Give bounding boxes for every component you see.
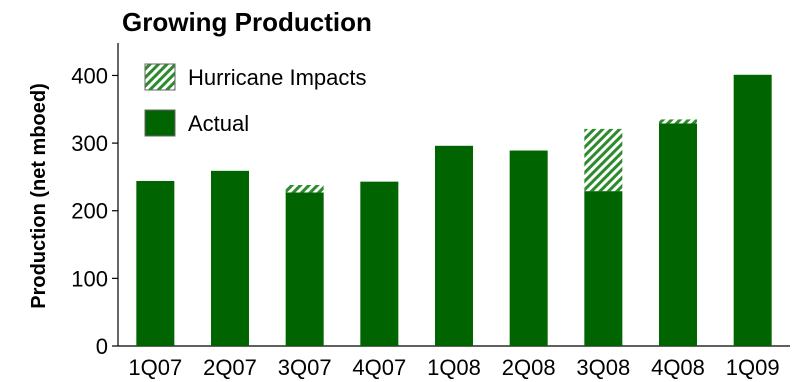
- x-tick-label: 1Q09: [726, 355, 780, 380]
- bar-actual: [360, 181, 399, 346]
- x-tick-label: 2Q08: [502, 355, 556, 380]
- legend-label: Hurricane Impacts: [188, 65, 367, 90]
- y-tick-label: 300: [71, 131, 108, 156]
- bar-actual: [659, 123, 697, 346]
- bar-hurricane-impact: [659, 119, 697, 124]
- bar-actual: [285, 192, 324, 346]
- bar-hurricane-impact: [584, 128, 623, 192]
- x-tick-label: 3Q08: [576, 355, 630, 380]
- x-tick-label: 1Q07: [128, 355, 182, 380]
- y-tick-label: 100: [71, 266, 108, 291]
- x-tick-label: 1Q08: [427, 355, 481, 380]
- x-tick-label: 4Q08: [651, 355, 705, 380]
- bar-actual: [509, 150, 548, 346]
- legend-swatch: [144, 63, 176, 91]
- bar-actual: [584, 191, 623, 346]
- bar-actual: [136, 180, 175, 346]
- y-tick-label: 400: [71, 63, 108, 88]
- chart-title: Growing Production: [122, 7, 372, 37]
- y-tick-label: 200: [71, 199, 108, 224]
- legend-label: Actual: [188, 111, 249, 136]
- x-tick-label: 4Q07: [352, 355, 406, 380]
- y-axis-label: Production (net mboed): [28, 83, 50, 309]
- x-tick-label: 3Q07: [278, 355, 332, 380]
- x-tick-label: 2Q07: [203, 355, 257, 380]
- bar-hurricane-impact: [285, 185, 324, 193]
- legend: Hurricane Impacts Actual: [144, 63, 367, 137]
- bar-actual: [435, 145, 473, 346]
- plot-area: 0 100 200 300 400 1Q07 2Q07 3Q07 4Q07 1Q08 2Q08 3Q0…: [71, 43, 790, 380]
- bar-actual: [733, 74, 772, 346]
- y-tick-label: 0: [96, 334, 108, 359]
- legend-swatch: [144, 109, 176, 137]
- bar-actual: [211, 170, 249, 346]
